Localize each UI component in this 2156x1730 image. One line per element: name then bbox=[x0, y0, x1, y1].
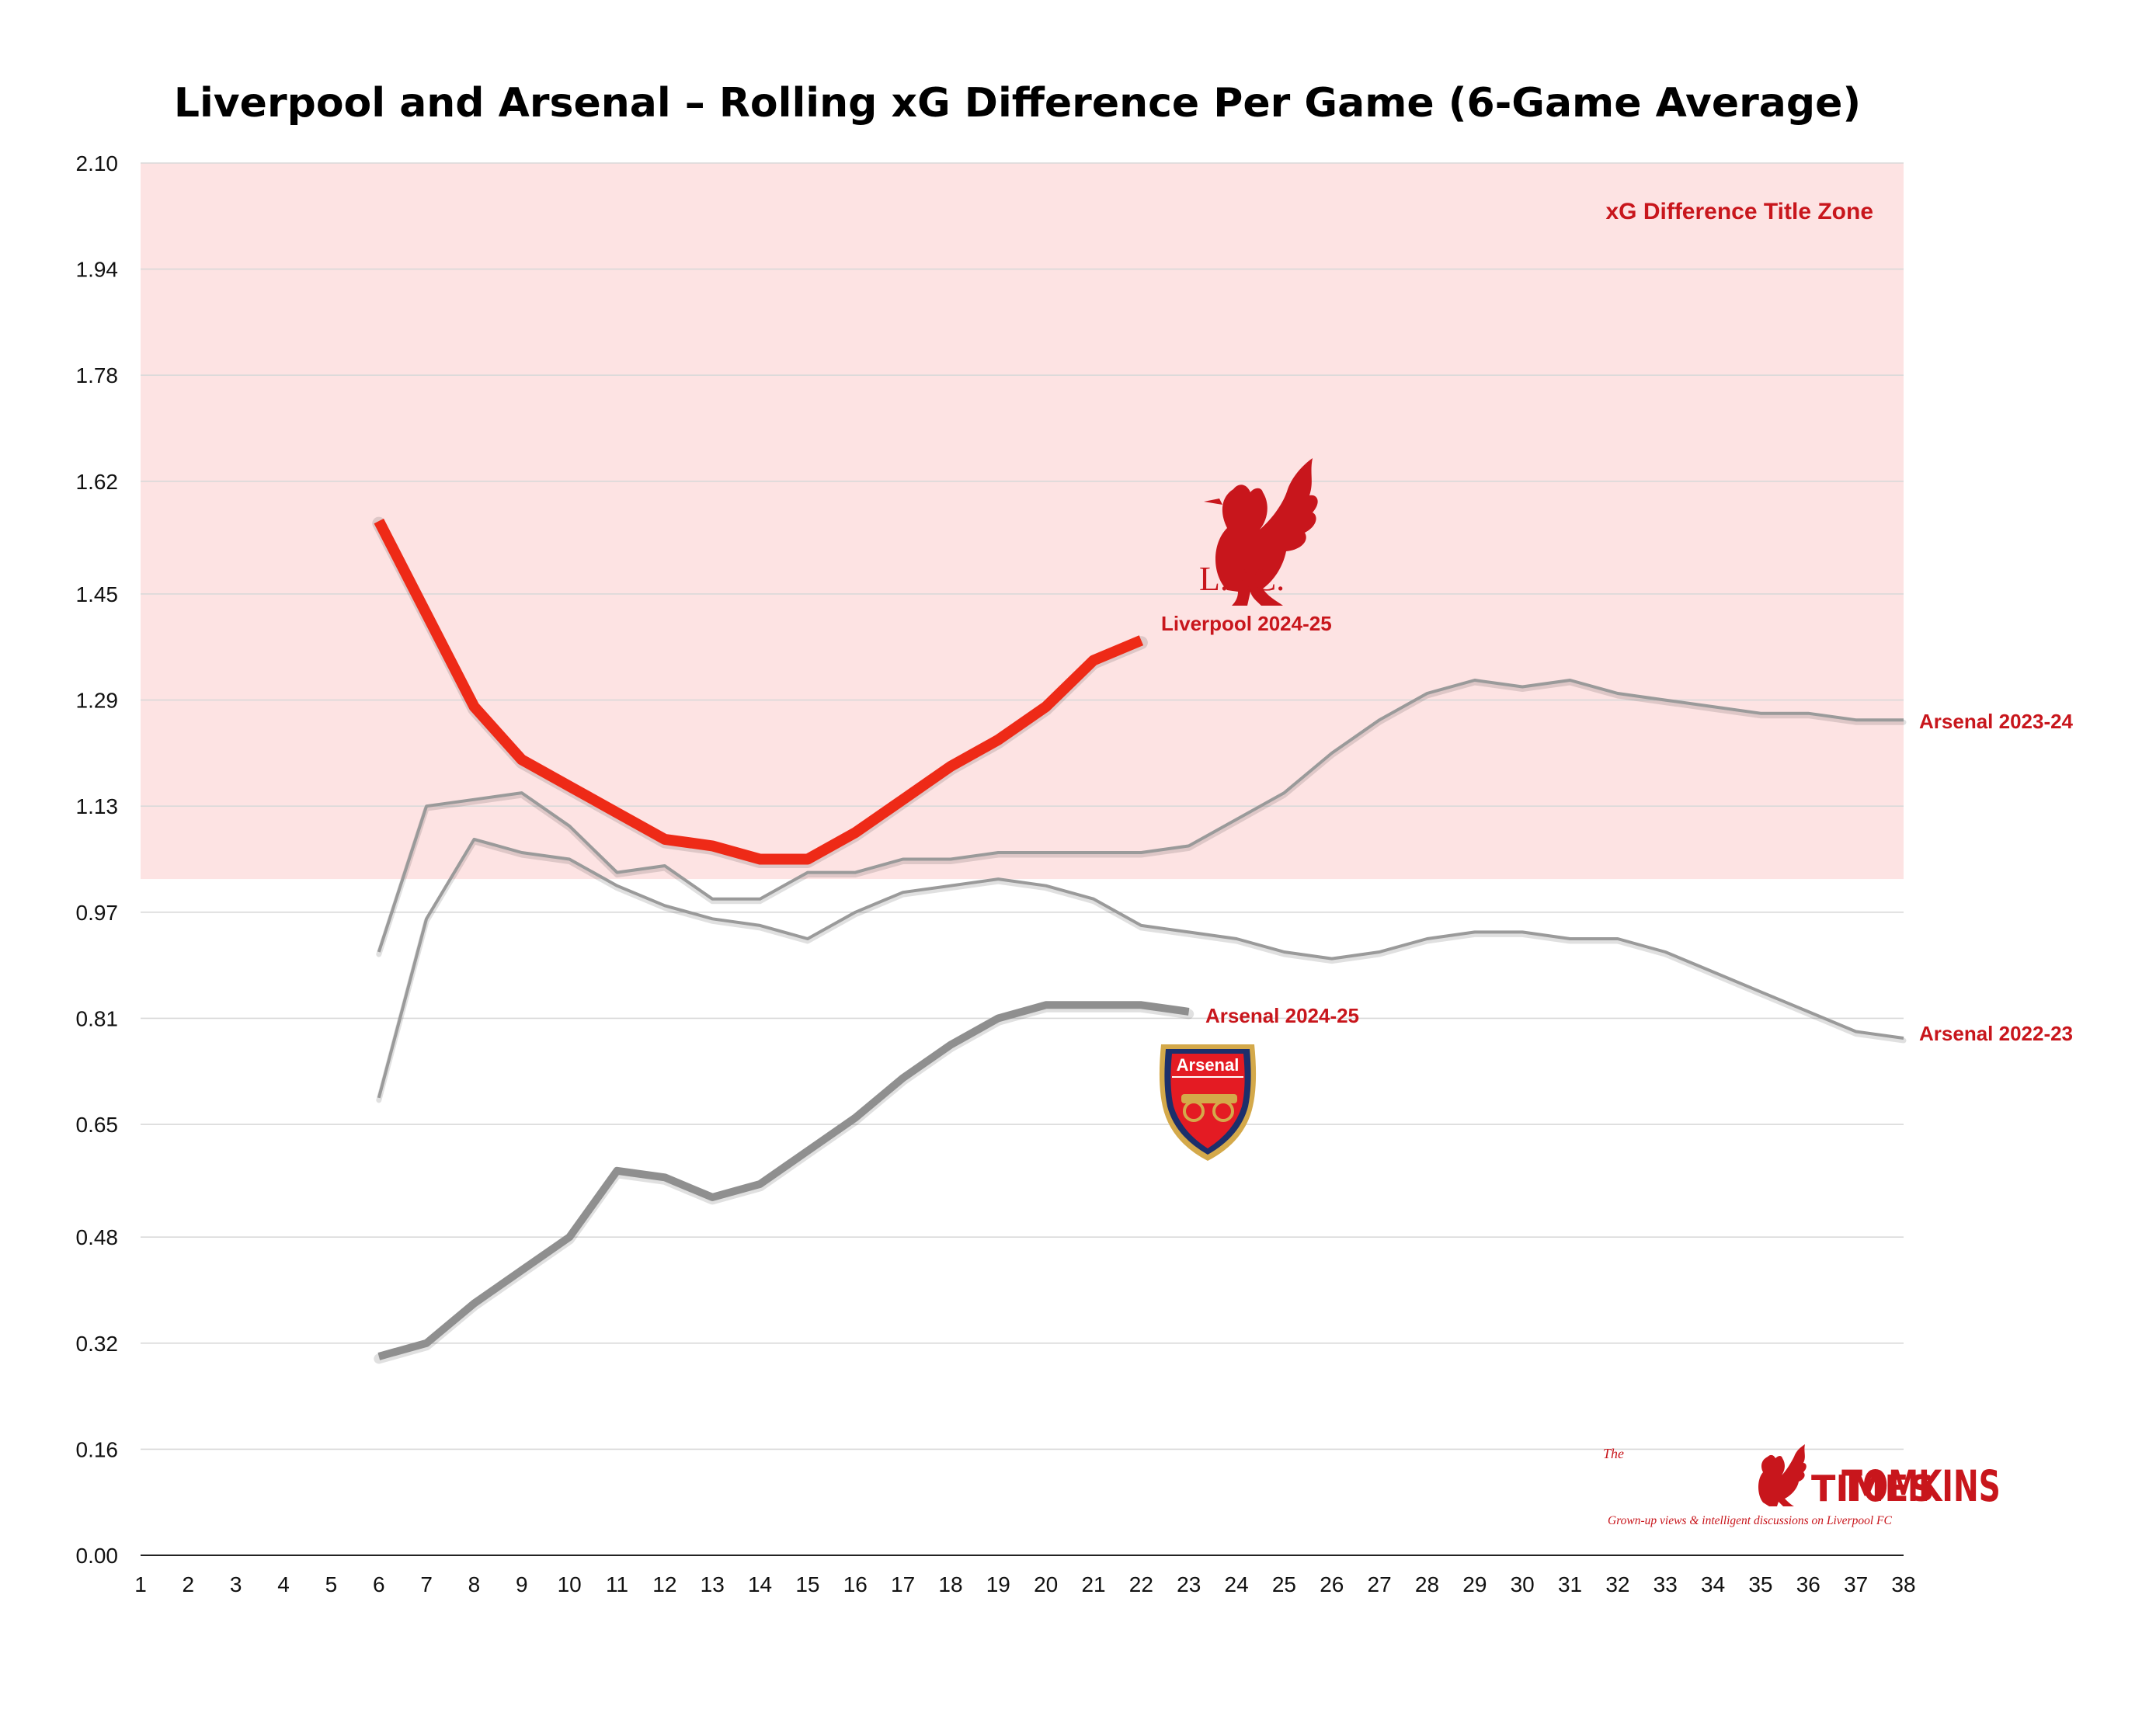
y-tick-label: 0.97 bbox=[76, 901, 119, 925]
x-tick-label: 32 bbox=[1605, 1572, 1629, 1596]
x-tick-label: 12 bbox=[652, 1572, 676, 1596]
y-tick-label: 0.48 bbox=[76, 1225, 119, 1249]
x-tick-label: 19 bbox=[986, 1572, 1010, 1596]
x-tick-label: 2 bbox=[183, 1572, 195, 1596]
x-tick-label: 25 bbox=[1272, 1572, 1296, 1596]
y-tick-label: 0.81 bbox=[76, 1006, 119, 1030]
lfc-liverbird-logo: L.F.C. bbox=[1199, 458, 1318, 606]
y-tick-label: 1.45 bbox=[76, 582, 119, 606]
x-tick-label: 16 bbox=[843, 1572, 868, 1596]
x-tick-label: 18 bbox=[938, 1572, 962, 1596]
series-line-arsenal-2023-24 bbox=[377, 679, 1904, 953]
label-arsenal-2024-25: Arsenal 2024-25 bbox=[1205, 1004, 1359, 1027]
x-tick-label: 24 bbox=[1225, 1572, 1249, 1596]
x-tick-label: 6 bbox=[373, 1572, 385, 1596]
series-shadow-arsenal-2023-24 bbox=[376, 679, 1907, 957]
y-tick-label: 0.65 bbox=[76, 1113, 119, 1137]
y-axis-ticks: 0.00 0.16 0.32 0.48 0.65 0.81 0.97 1.13 1.29 1.45… bbox=[76, 151, 119, 1568]
title-zone-band bbox=[141, 163, 1904, 880]
x-tick-label: 20 bbox=[1034, 1572, 1058, 1596]
x-tick-label: 23 bbox=[1177, 1572, 1201, 1596]
arsenal-crest-text: Arsenal bbox=[1177, 1055, 1240, 1075]
x-tick-label: 1 bbox=[134, 1572, 147, 1596]
x-tick-label: 37 bbox=[1844, 1572, 1868, 1596]
x-tick-label: 15 bbox=[795, 1572, 819, 1596]
x-tick-label: 21 bbox=[1081, 1572, 1105, 1596]
x-tick-label: 11 bbox=[606, 1572, 628, 1596]
series-line-arsenal-2022-23 bbox=[377, 837, 1904, 1099]
gridlines bbox=[141, 162, 1904, 1450]
x-tick-label: 29 bbox=[1462, 1572, 1487, 1596]
tomkins-tagline: Grown-up views & intelligent discussions… bbox=[1608, 1514, 1892, 1527]
y-tick-label: 1.78 bbox=[76, 363, 119, 387]
x-axis-ticks: 1 2 3 4 5 6 7 8 9 10 11 12 13 14 15 16 17 18 19 20 21 22 23 24 2… bbox=[134, 1572, 1915, 1596]
x-tick-label: 26 bbox=[1320, 1572, 1344, 1596]
x-tick-label: 9 bbox=[516, 1572, 528, 1596]
x-tick-label: 27 bbox=[1368, 1572, 1392, 1596]
tomkins-liverbird-icon bbox=[1758, 1444, 1807, 1506]
zone-label: xG Difference Title Zone bbox=[1605, 199, 1873, 224]
y-tick-label: 2.10 bbox=[76, 151, 119, 175]
title-zone bbox=[141, 163, 1904, 880]
tomkins-the: The bbox=[1603, 1446, 1624, 1461]
x-tick-label: 28 bbox=[1415, 1572, 1439, 1596]
label-arsenal-2023-24: Arsenal 2023-24 bbox=[1919, 710, 2074, 733]
tomkins-word-right: TIMES bbox=[1811, 1468, 1935, 1509]
x-tick-label: 4 bbox=[277, 1572, 290, 1596]
x-tick-label: 38 bbox=[1891, 1572, 1915, 1596]
x-tick-label: 10 bbox=[558, 1572, 582, 1596]
label-liverpool-2024-25: Liverpool 2024-25 bbox=[1161, 612, 1332, 635]
series-shadow-arsenal-2024-25 bbox=[374, 1002, 1194, 1364]
x-tick-label: 7 bbox=[420, 1572, 433, 1596]
label-arsenal-2022-23: Arsenal 2022-23 bbox=[1919, 1022, 2073, 1045]
x-tick-label: 17 bbox=[891, 1572, 915, 1596]
y-tick-label: 1.29 bbox=[76, 689, 119, 713]
x-tick-label: 30 bbox=[1511, 1572, 1535, 1596]
arsenal-crest-logo: Arsenal bbox=[1159, 1044, 1257, 1161]
y-tick-label: 0.32 bbox=[76, 1332, 119, 1356]
x-tick-label: 22 bbox=[1129, 1572, 1153, 1596]
series-line-liverpool-2024-25 bbox=[374, 518, 1144, 865]
x-tick-label: 31 bbox=[1558, 1572, 1582, 1596]
series-line-arsenal-2024-25 bbox=[377, 1001, 1190, 1360]
x-tick-label: 14 bbox=[748, 1572, 772, 1596]
x-tick-label: 35 bbox=[1748, 1572, 1772, 1596]
y-tick-label: 1.94 bbox=[76, 258, 119, 282]
tomkins-word-left: TOMKINS bbox=[1841, 1462, 2001, 1511]
x-tick-label: 36 bbox=[1796, 1572, 1820, 1596]
y-tick-label: 0.00 bbox=[76, 1544, 119, 1568]
y-tick-label: 1.62 bbox=[76, 470, 119, 494]
x-tick-label: 5 bbox=[325, 1572, 338, 1596]
chart-title: Liverpool and Arsenal – Rolling xG Diffe… bbox=[174, 80, 1861, 127]
x-tick-label: 33 bbox=[1654, 1572, 1678, 1596]
x-tick-label: 13 bbox=[701, 1572, 725, 1596]
x-tick-label: 34 bbox=[1701, 1572, 1725, 1596]
y-tick-label: 1.13 bbox=[76, 794, 119, 818]
y-tick-label: 0.16 bbox=[76, 1437, 119, 1461]
lfc-logo-text: L.F.C. bbox=[1199, 560, 1285, 598]
series-shadow-arsenal-2022-23 bbox=[376, 839, 1907, 1103]
tomkins-times-logo: The TOMKINS TIMES Grown-up views & intel… bbox=[1603, 1444, 2001, 1527]
series-lines bbox=[372, 516, 1907, 1364]
x-tick-label: 3 bbox=[230, 1572, 242, 1596]
x-tick-label: 8 bbox=[468, 1572, 481, 1596]
